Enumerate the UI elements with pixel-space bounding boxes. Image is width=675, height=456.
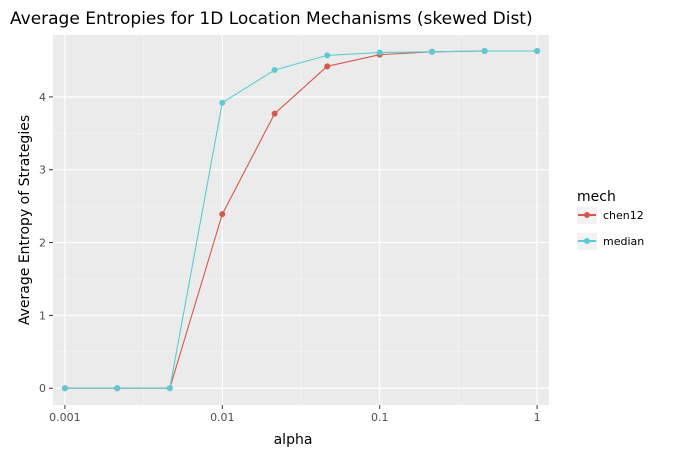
- data-point-median: [481, 48, 488, 55]
- x-tick-label: 1: [534, 411, 541, 424]
- legend-label-chen12: chen12: [603, 209, 644, 222]
- chart-title: Average Entropies for 1D Location Mechan…: [10, 9, 533, 29]
- y-tick-label: 2: [39, 237, 46, 250]
- data-point-median: [324, 52, 331, 59]
- y-axis-title: Average Entropy of Strategies: [17, 115, 33, 325]
- legend-key-point-chen12: [584, 212, 590, 218]
- data-point-median: [166, 385, 173, 392]
- data-point-chen12: [324, 63, 331, 70]
- series-line-median: [64, 50, 538, 389]
- y-tick-label: 0: [39, 382, 46, 395]
- legend: mech chen12 median: [577, 189, 644, 250]
- data-point-median: [534, 48, 541, 55]
- data-point-median: [61, 385, 68, 392]
- x-tick-label: 0.001: [49, 411, 81, 424]
- legend-title: mech: [577, 189, 616, 205]
- x-axis: 0.001 0.01 0.1 1: [49, 405, 541, 424]
- data-point-median: [114, 385, 121, 392]
- data-point-chen12: [219, 211, 226, 218]
- data-point-chen12: [271, 110, 278, 117]
- y-tick-label: 3: [39, 164, 46, 177]
- legend-label-median: median: [603, 235, 644, 248]
- y-tick-label: 1: [39, 309, 46, 322]
- data-point-median: [376, 49, 383, 56]
- series-layer: [61, 48, 541, 392]
- x-tick-label: 0.1: [371, 411, 389, 424]
- y-axis: 0 1 2 3 4: [39, 91, 53, 395]
- x-tick-label: 0.01: [210, 411, 235, 424]
- major-gridlines: [53, 35, 549, 405]
- data-point-median: [429, 48, 436, 55]
- data-point-median: [271, 66, 278, 73]
- legend-key-point-median: [584, 238, 590, 244]
- x-axis-title: alpha: [274, 432, 313, 448]
- y-tick-label: 4: [39, 91, 46, 104]
- data-point-median: [219, 99, 226, 106]
